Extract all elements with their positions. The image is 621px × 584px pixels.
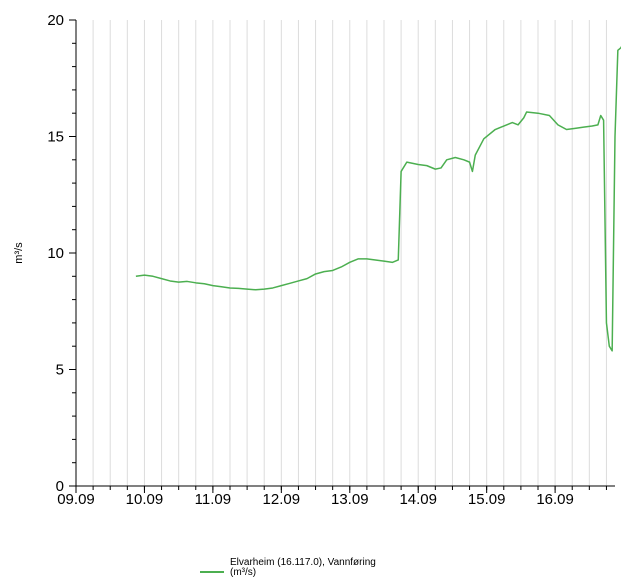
legend-label: Elvarheim (16.117.0), Vannføring — [230, 557, 376, 568]
plot-area — [76, 20, 615, 486]
x-tick-label: 13.09 — [331, 491, 369, 508]
series-line — [135, 46, 621, 352]
x-tick-label: 15.09 — [468, 491, 506, 508]
y-tick-label: 15 — [47, 129, 64, 146]
y-axis-title: m³/s — [13, 242, 25, 264]
y-tick-label: 10 — [47, 245, 64, 262]
y-tick-label: 20 — [47, 12, 64, 29]
x-tick-label: 16.09 — [536, 491, 574, 508]
legend-unit: (m³/s) — [230, 567, 257, 578]
x-tick-label: 12.09 — [263, 491, 301, 508]
tick-marks — [69, 19, 607, 493]
x-tick-label: 11.09 — [195, 491, 231, 508]
y-tick-label: 0 — [56, 478, 64, 495]
legend-text: Elvarheim (16.117.0), Vannføring (m³/s) — [230, 558, 376, 578]
legend-swatch — [200, 571, 224, 573]
x-tick-label: 09.09 — [57, 491, 95, 508]
x-tick-label: 14.09 — [399, 491, 437, 508]
series-layer — [135, 46, 621, 352]
legend: Elvarheim (16.117.0), Vannføring (m³/s) — [200, 558, 376, 578]
tick-labels: 09.09 10.09 11.09 12.09 13.09 14.09 15.09 16.09… — [47, 12, 574, 508]
y-tick-label: 5 — [56, 362, 64, 379]
x-tick-label: 10.09 — [126, 491, 164, 508]
grid-lines — [92, 20, 607, 486]
